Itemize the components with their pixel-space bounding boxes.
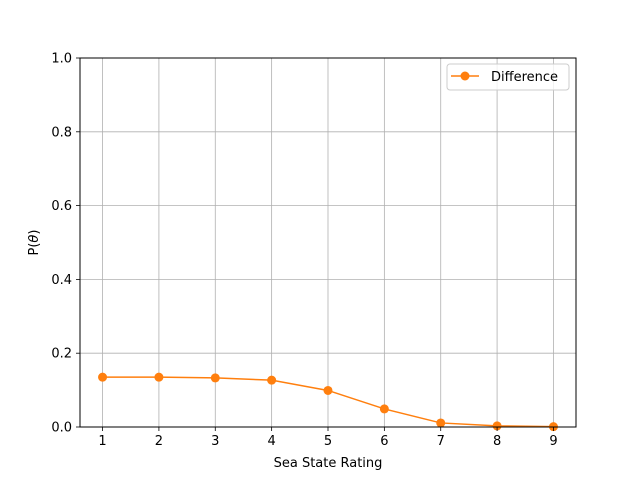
x-axis-label: Sea State Rating — [274, 456, 383, 471]
x-tick-label: 4 — [267, 434, 275, 449]
x-tick-label: 3 — [211, 434, 219, 449]
data-point — [210, 373, 220, 383]
y-axis-label: P(θ) — [27, 230, 42, 256]
y-axis-label-symbol: θ — [27, 235, 42, 243]
y-axis-label-prefix: P( — [27, 243, 42, 256]
data-point — [436, 418, 446, 428]
y-tick-label: 0.8 — [51, 125, 72, 140]
y-tick-label: 1.0 — [51, 52, 72, 67]
legend-marker-swatch — [460, 71, 470, 81]
legend-entry-difference: Difference — [491, 70, 558, 85]
legend-box — [446, 63, 570, 91]
data-point — [323, 385, 333, 395]
x-tick-label: 9 — [549, 434, 557, 449]
data-point — [267, 375, 277, 385]
data-point — [379, 404, 389, 414]
y-axis-label-suffix: ) — [27, 230, 42, 235]
ticks: 1 2 3 4 5 6 7 8 9 0.0 0.2 0.4 0.6 0.8 1.0 — [51, 52, 557, 450]
data-point — [154, 372, 164, 382]
x-tick-label: 6 — [380, 434, 388, 449]
y-tick-label: 0.6 — [51, 199, 72, 214]
series-layer — [98, 372, 558, 432]
y-tick-label: 0.2 — [51, 347, 72, 362]
y-tick-label: 0.4 — [51, 273, 72, 288]
x-tick-label: 7 — [437, 434, 445, 449]
x-tick-label: 2 — [155, 434, 163, 449]
x-tick-label: 5 — [324, 434, 332, 449]
x-tick-label: 8 — [493, 434, 501, 449]
data-point — [492, 421, 502, 431]
grid — [80, 57, 576, 428]
x-tick-label: 1 — [98, 434, 106, 449]
data-point — [98, 372, 108, 382]
legend: Difference — [446, 63, 570, 91]
y-tick-label: 0.0 — [51, 421, 72, 436]
